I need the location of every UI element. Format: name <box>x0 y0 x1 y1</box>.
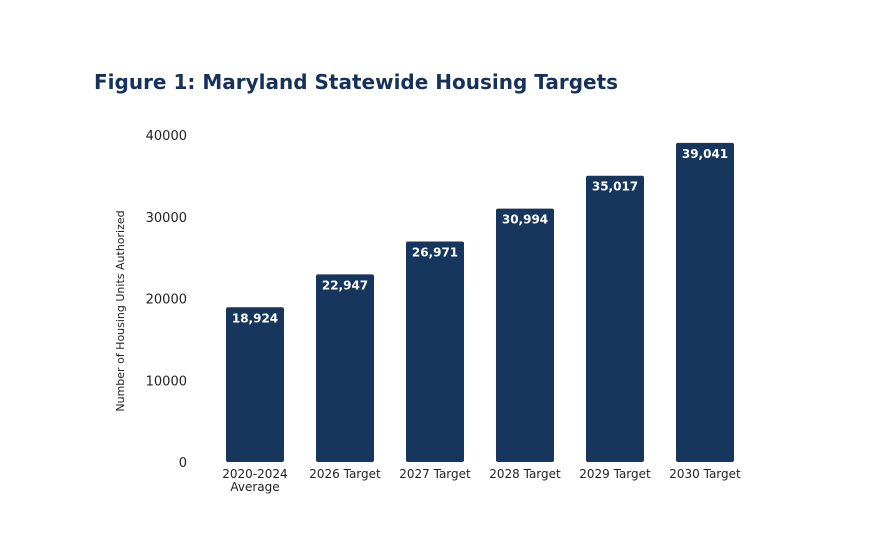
x-tick-label: 2026 Target <box>309 467 381 481</box>
y-tick-label: 10000 <box>146 374 187 389</box>
y-axis-title: Number of Housing Units Authorized <box>114 210 127 411</box>
bar <box>226 307 284 462</box>
x-tick-label: 2027 Target <box>399 467 471 481</box>
bar <box>316 274 374 462</box>
bar-value-label: 35,017 <box>592 180 638 194</box>
bar-value-label: 30,994 <box>502 213 548 227</box>
bar-value-label: 26,971 <box>412 246 458 260</box>
x-tick-label: 2028 Target <box>489 467 561 481</box>
bars-group: 18,924 22,947 26,971 30,994 35,017 39,041 <box>226 142 734 462</box>
bar <box>406 241 464 462</box>
bar <box>496 208 554 462</box>
y-tick-label: 30000 <box>146 211 187 226</box>
y-tick-label: 40000 <box>146 129 187 144</box>
chart-title: Figure 1: Maryland Statewide Housing Tar… <box>94 70 619 94</box>
bar-value-label: 22,947 <box>322 278 368 292</box>
x-axis: 2020-2024 Average 2026 Target 2027 Target 20… <box>222 467 741 494</box>
bar-value-label: 18,924 <box>232 311 278 325</box>
x-tick-label: 2020-2024 Average <box>222 467 287 494</box>
y-tick-label: 20000 <box>146 293 187 308</box>
y-tick-label: 0 <box>179 456 187 471</box>
bar-value-label: 39,041 <box>682 147 728 161</box>
y-axis: 0 10000 20000 30000 40000 <box>146 129 187 471</box>
bar <box>676 142 734 462</box>
x-tick-label: 2029 Target <box>579 467 651 481</box>
x-tick-label: 2030 Target <box>669 467 741 481</box>
bar <box>586 175 644 462</box>
